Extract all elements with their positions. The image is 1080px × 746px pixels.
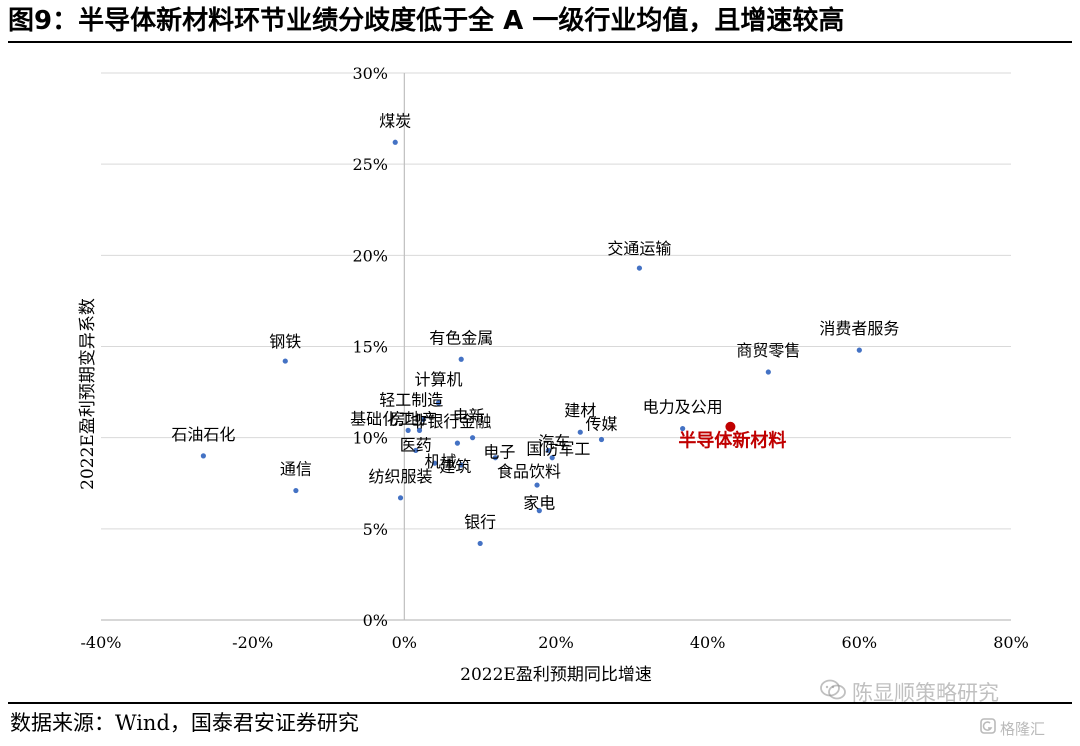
x-tick-label: -40% <box>81 633 122 652</box>
y-tick-label: 30% <box>352 64 388 83</box>
brand-text: 格隆汇 <box>1000 719 1046 738</box>
highlight-label: 半导体新材料 <box>678 430 786 452</box>
y-tick-label: 20% <box>352 246 388 265</box>
x-tick-label: -20% <box>232 633 273 652</box>
y-tick-label: 0% <box>363 611 388 630</box>
data-label: 食品饮料 <box>497 462 561 481</box>
tick-labels: 0% 5% 10% 15% 20% 25% 30% -40% -20% 0% 20% 40% 60% 80… <box>81 64 1029 652</box>
y-tick-label: 5% <box>363 520 388 539</box>
footer-rule <box>8 702 1072 704</box>
data-label: 机械 <box>425 452 457 471</box>
data-label: 传媒 <box>585 414 617 433</box>
data-label: 商贸零售 <box>736 341 800 360</box>
gridlines <box>101 72 1011 530</box>
data-label: 通信 <box>280 460 312 479</box>
data-label: 建材 <box>564 401 596 420</box>
data-point <box>432 460 438 466</box>
data-point <box>534 482 540 488</box>
data-label: 国防军工 <box>526 439 590 458</box>
y-tick-label: 10% <box>352 429 388 448</box>
data-label: 电新 <box>453 407 485 426</box>
x-axis-label: 2022E盈利预期同比增速 <box>460 665 652 684</box>
data-point <box>536 508 542 514</box>
data-label: 轻工制造 <box>379 390 443 409</box>
data-label: 消费者服务 <box>819 319 899 338</box>
data-label: 建筑 <box>439 457 471 476</box>
data-point <box>477 540 483 547</box>
data-points <box>200 139 862 547</box>
data-point <box>458 356 464 362</box>
data-source-note: 数据来源：Wind，国泰君安证券研究 <box>10 711 359 735</box>
data-label: 煤炭 <box>379 111 411 130</box>
x-tick-label: 80% <box>993 633 1029 652</box>
data-point <box>492 455 498 461</box>
data-label: 家电 <box>523 494 555 513</box>
data-label: 纺织服装 <box>369 467 433 486</box>
x-tick-label: 60% <box>842 633 878 652</box>
figure-title: 图9：半导体新材料环节业绩分歧度低于全 A 一级行业均值，且增速较高 <box>8 6 845 36</box>
data-point <box>680 425 686 432</box>
data-label: 银行 <box>464 512 496 531</box>
watermark: 陈显顺策略研究 <box>820 678 1060 706</box>
data-point <box>454 440 461 446</box>
data-label: 交通运输 <box>607 239 671 258</box>
data-label: 非银行金融 <box>411 412 491 431</box>
watermark-text: 陈显顺策略研究 <box>852 681 999 705</box>
data-point <box>458 462 464 468</box>
data-point <box>549 455 555 461</box>
data-point <box>282 358 288 364</box>
y-axis-label: 2022E盈利预期变异系数 <box>78 298 98 490</box>
data-point <box>397 495 404 501</box>
data-point <box>413 447 419 454</box>
axes <box>101 73 1011 621</box>
y-tick-label: 15% <box>352 338 388 357</box>
data-point <box>545 447 552 454</box>
data-point <box>416 427 423 433</box>
data-label: 基础化工 <box>350 409 414 428</box>
scatter-chart: 0% 5% 10% 15% 20% 25% 30% -40% -20% 0% 20% 40% 60% 80… <box>78 64 1029 684</box>
data-point <box>577 429 583 435</box>
brand-watermark: 格隆汇 <box>980 716 1045 740</box>
data-point <box>856 347 862 353</box>
data-point <box>200 453 206 459</box>
data-label: 房地产 <box>389 409 437 428</box>
data-point <box>293 487 299 494</box>
data-label: 有色金属 <box>429 328 493 347</box>
y-tick-label: 25% <box>352 155 388 174</box>
data-label: 汽车 <box>538 433 570 452</box>
data-point <box>636 265 643 271</box>
x-tick-label: 40% <box>690 633 726 652</box>
data-point <box>405 427 411 433</box>
wechat-icon <box>820 679 846 706</box>
data-label: 电子 <box>483 443 515 462</box>
x-tick-label: 0% <box>392 633 417 652</box>
title-rule <box>8 41 1072 43</box>
data-point <box>469 435 476 441</box>
data-label: 钢铁 <box>269 332 301 351</box>
x-tick-label: 20% <box>538 633 574 652</box>
data-label: 计算机 <box>414 370 462 389</box>
data-point <box>598 436 605 443</box>
data-label: 电力及公用 <box>643 398 723 417</box>
data-label: 石油石化 <box>171 425 235 444</box>
data-point <box>435 400 442 406</box>
data-point <box>420 416 426 423</box>
highlight-point <box>725 421 736 432</box>
data-point <box>765 369 771 375</box>
data-point <box>392 139 398 145</box>
brand-logo-icon <box>980 718 996 738</box>
data-label: 医药 <box>400 435 432 454</box>
